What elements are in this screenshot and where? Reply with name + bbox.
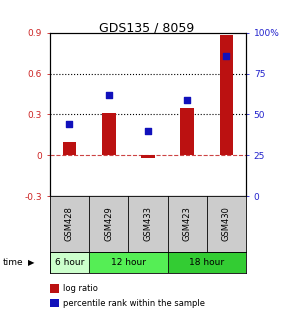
Text: GSM433: GSM433 <box>144 206 152 242</box>
Text: GSM423: GSM423 <box>183 207 192 241</box>
Bar <box>102 113 115 155</box>
Text: time: time <box>3 258 23 267</box>
Bar <box>50 252 89 273</box>
Bar <box>63 142 76 155</box>
Text: 18 hour: 18 hour <box>189 258 224 267</box>
Text: percentile rank within the sample: percentile rank within the sample <box>63 299 205 308</box>
Point <box>106 92 111 97</box>
Point <box>67 122 72 127</box>
Text: GSM430: GSM430 <box>222 207 231 241</box>
Bar <box>168 252 246 273</box>
Point <box>224 53 229 58</box>
Text: 12 hour: 12 hour <box>111 258 146 267</box>
Text: ▶: ▶ <box>28 258 34 267</box>
Point <box>146 128 150 133</box>
Text: GDS135 / 8059: GDS135 / 8059 <box>99 21 194 34</box>
Text: GSM428: GSM428 <box>65 207 74 241</box>
Bar <box>180 108 194 155</box>
Text: GSM429: GSM429 <box>104 207 113 241</box>
Bar <box>141 155 155 158</box>
Text: 6 hour: 6 hour <box>55 258 84 267</box>
Bar <box>220 35 233 155</box>
Point <box>185 97 190 102</box>
Bar <box>89 252 168 273</box>
Text: log ratio: log ratio <box>63 284 98 293</box>
